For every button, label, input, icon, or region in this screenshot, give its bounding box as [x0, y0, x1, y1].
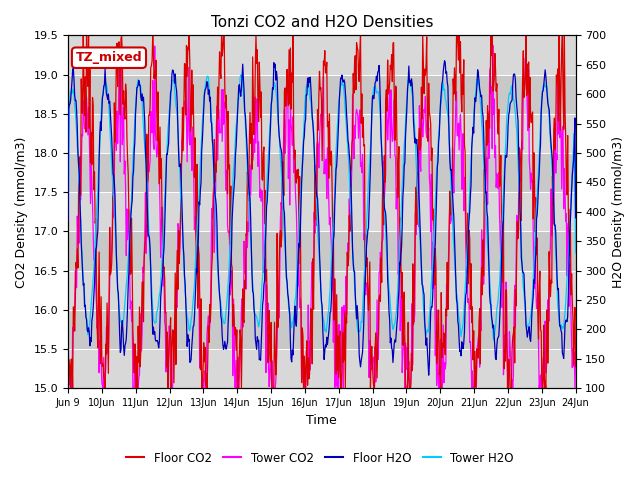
Bar [68, 310, 575, 349]
Bar [68, 231, 575, 271]
Y-axis label: H2O Density (mmol/m3): H2O Density (mmol/m3) [612, 136, 625, 288]
Bar [68, 36, 575, 74]
Legend: Floor CO2, Tower CO2, Floor H2O, Tower H2O: Floor CO2, Tower CO2, Floor H2O, Tower H… [122, 447, 518, 469]
Text: TZ_mixed: TZ_mixed [76, 51, 142, 64]
Y-axis label: CO2 Density (mmol/m3): CO2 Density (mmol/m3) [15, 136, 28, 288]
Bar [68, 349, 575, 388]
Bar [68, 153, 575, 192]
Bar [68, 114, 575, 153]
Title: Tonzi CO2 and H2O Densities: Tonzi CO2 and H2O Densities [211, 15, 433, 30]
Bar [68, 271, 575, 310]
X-axis label: Time: Time [307, 414, 337, 427]
Bar [68, 192, 575, 231]
Bar [68, 74, 575, 114]
